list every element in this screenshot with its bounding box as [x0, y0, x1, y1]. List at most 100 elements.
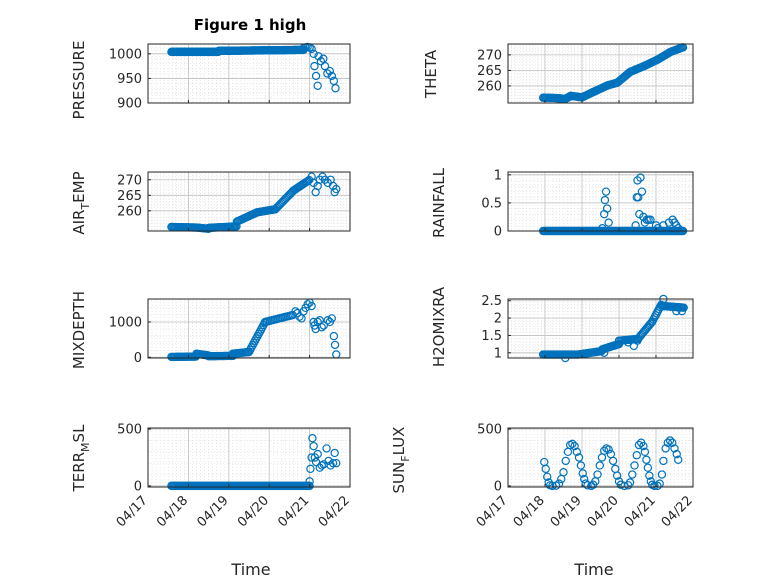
data-point — [314, 52, 323, 61]
data-point — [541, 464, 550, 474]
xtick-label: 04/19 — [548, 493, 585, 530]
data-point — [672, 449, 681, 459]
axes-box — [507, 427, 694, 488]
xtick-label: 04/19 — [195, 493, 232, 530]
data-point — [600, 348, 609, 357]
data-point — [310, 61, 319, 71]
data-point — [637, 187, 647, 196]
data-point — [324, 456, 333, 466]
ylabel-sun-flux: SUNFLUX — [390, 427, 412, 494]
subplot-grid: 900950100026026527026026527000.510100011… — [109, 42, 696, 531]
ytick-label: 1000 — [109, 47, 142, 62]
data-point — [309, 441, 318, 451]
ytick-label: 260 — [477, 79, 502, 94]
axes-box — [147, 427, 351, 488]
data-point — [608, 456, 618, 466]
data-point — [322, 444, 331, 453]
data-point — [632, 451, 641, 460]
data-point — [633, 336, 642, 345]
data-point — [604, 445, 613, 454]
data-point — [309, 49, 318, 59]
data-point — [583, 481, 592, 490]
subplot-5: 0 1000 — [109, 298, 351, 366]
ytick-label: 265 — [477, 64, 502, 79]
data-point — [543, 472, 552, 481]
axes-box — [507, 298, 694, 359]
data-point — [540, 457, 549, 467]
ylabel-pressure: PRESSURE — [70, 41, 88, 120]
ytick-label: 0.5 — [481, 196, 502, 211]
axes-box — [147, 43, 351, 104]
data-point — [640, 447, 650, 457]
axes-box — [507, 171, 694, 232]
data-point — [568, 439, 577, 449]
data-point — [316, 57, 326, 66]
data-point — [307, 44, 316, 54]
xtick-label: 04/20 — [235, 493, 272, 530]
data-point — [307, 301, 316, 311]
data-point — [305, 481, 314, 491]
xtick-label: 04/18 — [511, 493, 548, 530]
data-point — [643, 463, 653, 472]
data-point — [578, 469, 587, 478]
data-point — [668, 438, 677, 447]
ytick-label: 1 — [494, 346, 502, 361]
axes-box — [507, 43, 694, 104]
data-point — [653, 481, 662, 491]
axes-box — [147, 171, 351, 232]
data-point — [311, 71, 321, 81]
xtick-label: 04/22 — [316, 493, 353, 530]
subplot-8: 0 500 04/17 04/18 04/19 04/20 04/21 04/22 — [474, 423, 696, 531]
ytick-label: 0 — [134, 351, 142, 366]
data-point — [602, 204, 612, 213]
data-point — [332, 184, 341, 194]
data-point — [625, 478, 635, 487]
data-point — [327, 71, 337, 81]
xtick-label: 04/21 — [622, 493, 659, 530]
data-point — [295, 312, 304, 321]
data-point — [628, 470, 637, 479]
subplot-7: 0 500 04/17 04/18 04/19 04/20 04/21 04/22 — [114, 423, 353, 531]
xtick-label: 04/21 — [275, 493, 312, 530]
data-point — [600, 195, 610, 205]
data-point — [326, 461, 335, 470]
data-point — [306, 464, 315, 474]
ytick-label: 0 — [494, 479, 502, 494]
data-point — [317, 323, 326, 332]
data-point — [657, 470, 667, 479]
data-point — [313, 449, 322, 459]
data-point — [574, 453, 584, 462]
figure-title: Figure 1 high — [194, 16, 307, 34]
data-point — [663, 438, 673, 447]
ylabel-terr-msl: TERRMSL — [70, 424, 92, 493]
ytick-label: 1.5 — [481, 329, 502, 344]
data-point — [674, 455, 683, 464]
data-point — [323, 315, 332, 325]
data-point — [580, 474, 589, 484]
data-point — [634, 440, 644, 450]
data-point — [319, 321, 328, 330]
data-point — [328, 458, 338, 468]
data-point — [559, 468, 568, 477]
data-point — [331, 84, 340, 93]
data-point — [631, 221, 640, 230]
ytick-label: 1 — [494, 168, 502, 183]
data-point — [659, 456, 668, 466]
data-point — [291, 307, 300, 316]
data-point — [674, 223, 683, 233]
data-point — [572, 447, 582, 457]
data-point — [313, 81, 322, 90]
data-point — [570, 441, 579, 451]
data-point — [308, 434, 317, 443]
xtick-label: 04/18 — [154, 493, 191, 530]
data-point — [670, 444, 679, 453]
data-point — [630, 461, 639, 470]
data-point — [598, 223, 607, 233]
ylabel-h2omixra: H2OMIXRA — [430, 286, 448, 367]
data-point — [639, 441, 648, 451]
data-point — [327, 314, 337, 323]
data-point — [672, 306, 681, 316]
